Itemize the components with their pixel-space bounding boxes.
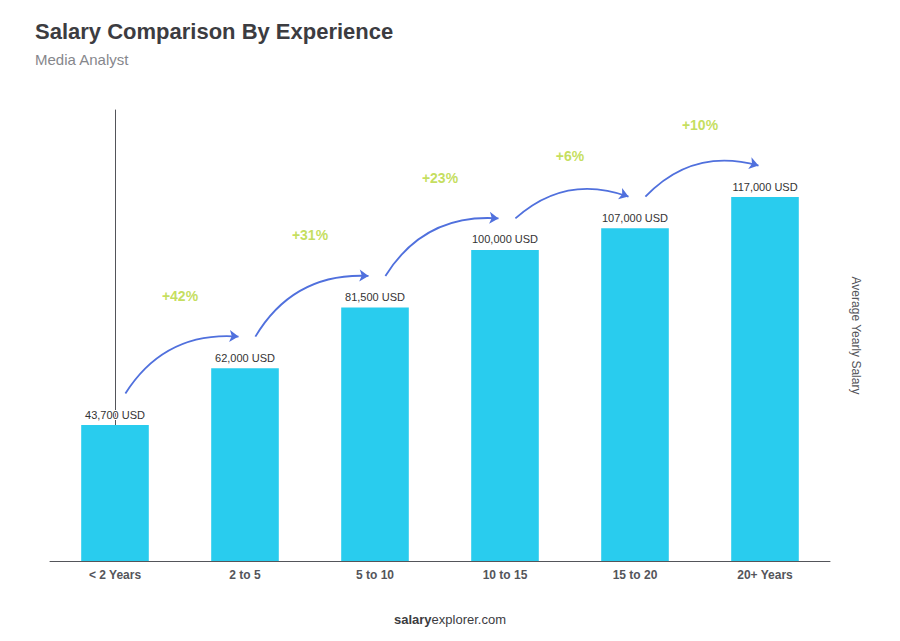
svg-text:100,000 USD: 100,000 USD: [472, 233, 538, 245]
svg-text:salary: salary: [394, 612, 432, 627]
svg-text:+23%: +23%: [422, 170, 459, 186]
svg-text:15 to 20: 15 to 20: [613, 568, 658, 582]
svg-text:+31%: +31%: [292, 227, 329, 243]
svg-text:+10%: +10%: [682, 117, 719, 133]
svg-text:10 to 15: 10 to 15: [483, 568, 528, 582]
svg-text:81,500 USD: 81,500 USD: [345, 291, 405, 303]
svg-text:43,700 USD: 43,700 USD: [85, 409, 145, 421]
svg-text:Media Analyst: Media Analyst: [35, 51, 129, 68]
svg-text:Average Yearly Salary: Average Yearly Salary: [849, 277, 863, 395]
svg-text:5 to 10: 5 to 10: [356, 568, 394, 582]
svg-text:62,000 USD: 62,000 USD: [215, 352, 275, 364]
svg-text:+42%: +42%: [162, 288, 199, 304]
svg-text:2 to 5: 2 to 5: [229, 568, 261, 582]
svg-text:Salary Comparison By Experienc: Salary Comparison By Experience: [35, 19, 393, 44]
svg-text:+6%: +6%: [556, 148, 585, 164]
svg-text:117,000 USD: 117,000 USD: [732, 181, 797, 193]
svg-text:< 2 Years: < 2 Years: [89, 568, 141, 582]
svg-text:explorer.com: explorer.com: [432, 612, 506, 627]
svg-text:107,000 USD: 107,000 USD: [602, 212, 668, 224]
svg-text:20+ Years: 20+ Years: [737, 568, 793, 582]
